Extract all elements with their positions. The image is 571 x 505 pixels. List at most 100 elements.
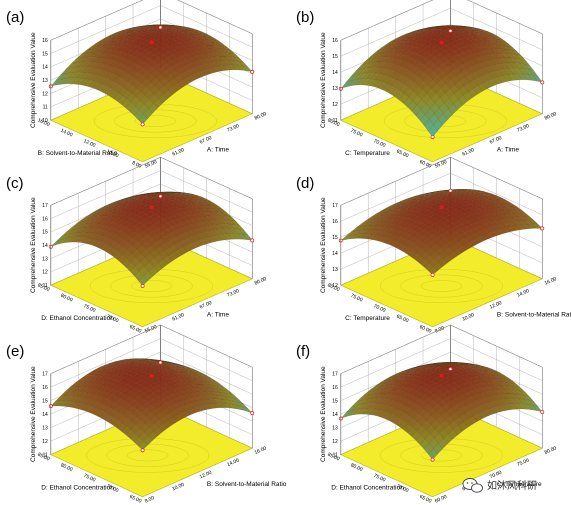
surface-patch — [138, 440, 148, 451]
floor-contour — [380, 268, 503, 304]
y-tick-label: 75.00 — [82, 303, 96, 314]
panel-e: 11 12 13 14 15 16 17 Comprehensive Evaluation V… — [6, 324, 287, 505]
response-surface — [50, 358, 253, 451]
x-axis-label: A: Time — [497, 146, 519, 153]
x-tick-label: 73.00 — [226, 123, 240, 134]
z-tick-label: 14 — [42, 412, 48, 418]
y-axis-label: C: Temperature — [345, 315, 390, 322]
z-grid-line — [340, 8, 543, 57]
z-tick-label: 17 — [42, 203, 48, 209]
design-point — [448, 366, 453, 371]
panel-label: (b) — [296, 9, 314, 26]
z-tick-label: 12 — [332, 439, 338, 445]
design-point — [158, 360, 163, 365]
surface-patch — [428, 266, 438, 276]
z-tick-label: 11 — [43, 452, 48, 458]
z-grid-line — [50, 338, 253, 388]
z-tick-label: 14 — [332, 70, 338, 76]
z-tick-label: 16 — [42, 216, 48, 222]
design-point — [250, 69, 255, 74]
watermark-text: 如沐风科研 — [487, 479, 537, 492]
y-tick-label: 70.00 — [105, 483, 119, 494]
z-tick-label: 15 — [42, 51, 48, 57]
x-tick-label: 8.00 — [144, 495, 156, 505]
z-tick-label: 17 — [42, 371, 48, 377]
y-tick-label: 65.00 — [128, 494, 142, 505]
design-point — [140, 448, 145, 453]
x-tick-label: 75.00 — [516, 457, 530, 468]
y-tick-label: 75.00 — [350, 293, 364, 304]
z-axis-label: Comprehensive Evaluation Value — [320, 366, 327, 462]
panel-c: 11 12 13 14 15 16 17 Comprehensive Evaluation V… — [6, 156, 268, 335]
y-axis-label: B: Solvent-to-Material Ratio — [38, 150, 118, 157]
z-grid-line — [50, 170, 253, 219]
surface-patch — [428, 448, 438, 460]
design-point — [149, 40, 154, 45]
y-tick-label: 75.00 — [372, 473, 386, 484]
x-tick-label: 80.00 — [254, 111, 268, 122]
design-point — [430, 457, 435, 462]
z-tick-label: 12 — [332, 102, 338, 108]
z-tick-label: 15 — [42, 398, 48, 404]
x-tick-label: 16.00 — [544, 276, 558, 287]
y-tick-label: 75.00 — [350, 128, 364, 139]
x-tick-label: 61.00 — [461, 147, 475, 158]
z-tick-label: 11 — [43, 283, 48, 289]
design-point — [540, 410, 545, 414]
x-tick-label: 12.00 — [489, 300, 503, 311]
x-tick-label: 14.00 — [516, 288, 530, 299]
panel-a: 10 11 12 13 14 15 16 Comprehensive Evaluation V… — [6, 0, 268, 170]
y-tick-label: 60.00 — [418, 324, 432, 335]
response-surface — [50, 24, 253, 125]
surface-patch — [138, 114, 148, 125]
z-tick-label: 17 — [332, 371, 338, 377]
y-tick-label: 70.00 — [372, 138, 386, 149]
floor-contour — [127, 449, 169, 462]
z-grid-line — [340, 324, 543, 374]
z-tick-label: 13 — [42, 425, 48, 431]
y-tick-label: 70.00 — [105, 314, 119, 325]
floor-contour — [134, 115, 177, 127]
z-axis-label: Comprehensive Evaluation Value — [320, 197, 327, 293]
design-point — [448, 188, 453, 193]
y-tick-label: 65.00 — [395, 314, 409, 325]
x-tick-label: 80.00 — [544, 111, 558, 122]
x-tick-label: 67.00 — [199, 135, 213, 146]
z-tick-label: 14 — [332, 251, 338, 257]
y-axis-label: D: Ethanol Concentration — [331, 484, 404, 491]
y-axis-label: C: Temperature — [345, 150, 390, 157]
z-axis-label: Comprehensive Evaluation Value — [320, 32, 327, 128]
x-tick-label: 61.00 — [171, 147, 185, 158]
x-tick-label: 80.00 — [544, 445, 558, 456]
design-point — [439, 40, 444, 45]
z-tick-label: 16 — [332, 385, 338, 391]
z-tick-label: 13 — [332, 425, 338, 431]
design-point — [250, 411, 255, 416]
panel-label: (e) — [6, 343, 24, 360]
z-tick-label: 15 — [332, 235, 338, 241]
z-axis-label: Comprehensive Evaluation Value — [30, 32, 37, 128]
design-point — [250, 238, 255, 243]
z-tick-label: 13 — [42, 256, 48, 262]
wechat-icon — [462, 478, 483, 493]
x-tick-label: 61.00 — [171, 312, 185, 323]
floor-contour — [130, 280, 173, 292]
design-point — [430, 135, 435, 140]
y-tick-label: 60.00 — [418, 159, 432, 170]
y-tick-label: 85.00 — [37, 282, 51, 293]
design-point — [140, 283, 145, 288]
x-axis-label: B: Solvent-to-Material Ratio — [207, 481, 287, 488]
z-tick-label: 11 — [43, 105, 48, 111]
x-tick-label: 10.00 — [171, 482, 185, 493]
design-point — [158, 194, 163, 199]
y-tick-label: 80.00 — [60, 293, 74, 304]
y-tick-label: 10.00 — [105, 149, 119, 160]
z-tick-label: 13 — [332, 86, 338, 92]
z-tick-label: 17 — [332, 203, 338, 209]
design-point — [439, 205, 444, 210]
y-tick-label: 85.00 — [327, 452, 341, 463]
z-grid-line — [50, 157, 253, 206]
design-point — [149, 205, 154, 210]
z-tick-label: 16 — [42, 38, 48, 44]
